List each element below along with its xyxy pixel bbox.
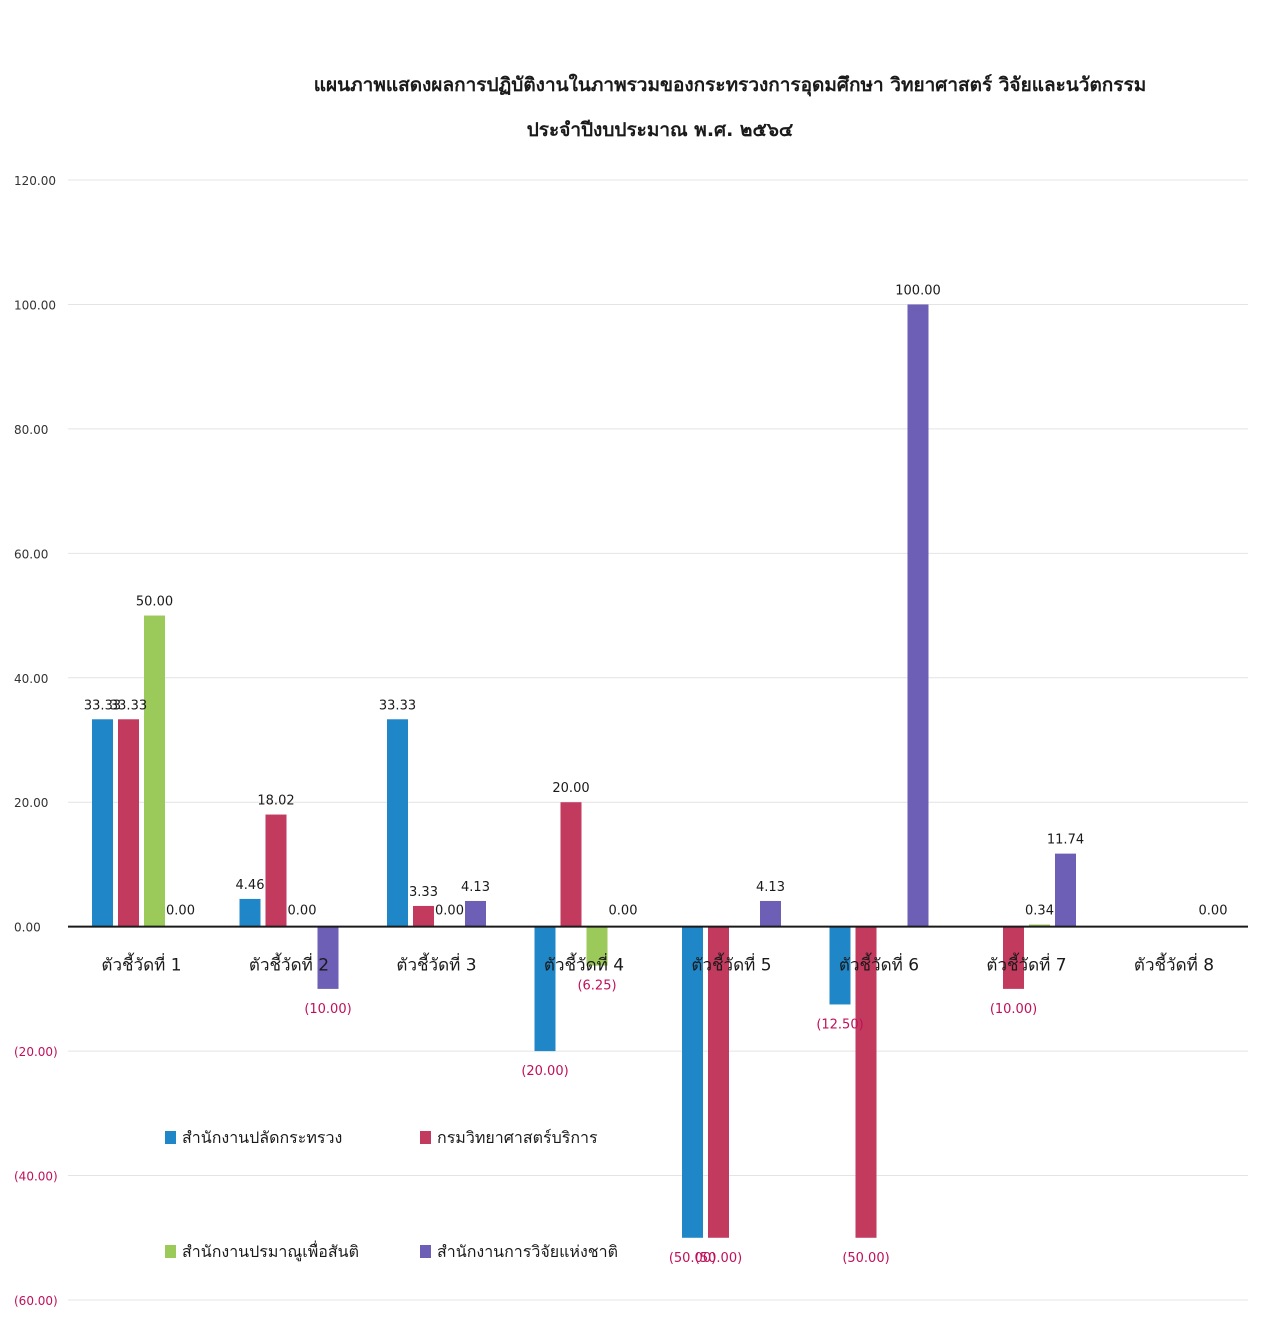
data-label: (50.00) [842,1251,889,1266]
data-label: 4.46 [236,878,265,893]
data-label: 33.33 [84,698,121,713]
bar [92,719,113,927]
y-tick-label: 120.00 [14,174,56,188]
data-label: 11.74 [1047,833,1084,848]
category-label: ตัวชี้วัดที่ 1 [101,953,181,976]
y-tick-label: 40.00 [14,672,48,686]
y-tick-label: 0.00 [14,921,41,935]
bar [317,926,339,989]
category-label: ตัวชี้วัดที่ 5 [691,953,771,976]
data-label: 20.00 [552,781,589,796]
y-tick-label: 20.00 [14,796,48,810]
y-tick-label: (20.00) [14,1045,58,1059]
category-label: ตัวชี้วัดที่ 2 [249,953,329,976]
category-label: ตัวชี้วัดที่ 7 [986,953,1066,976]
bar [1029,924,1050,927]
legend-swatch [420,1131,431,1144]
category-label: ตัวชี้วัดที่ 6 [839,953,919,976]
data-label: 0.00 [288,904,317,919]
data-label: 0.00 [1199,904,1228,919]
category-label: ตัวชี้วัดที่ 8 [1134,953,1214,976]
bar [829,926,851,1005]
y-tick-label: (40.00) [14,1170,58,1184]
data-label: 100.00 [895,283,941,298]
data-label: 4.13 [461,880,490,895]
data-label: 3.33 [409,885,438,900]
bar [760,900,781,927]
data-label: 0.00 [435,904,464,919]
y-tick-label: 100.00 [14,298,56,312]
bar [118,719,139,927]
legend-label: สำนักงานปลัดกระทรวง [182,1128,342,1147]
bar [265,814,287,927]
bar [708,926,729,1238]
category-label: ตัวชี้วัดที่ 3 [396,953,476,976]
data-label: (10.00) [990,1002,1037,1017]
data-label: (12.50) [816,1017,863,1032]
bar [1055,853,1076,927]
data-label: 50.00 [136,595,173,610]
data-label: (6.25) [577,979,616,994]
data-label: (20.00) [521,1064,568,1079]
bar [682,926,703,1238]
bar [144,615,165,927]
data-label: 33.33 [379,698,416,713]
legend-label: สำนักงานการวิจัยแห่งชาติ [437,1242,618,1261]
bar [586,926,608,966]
data-label: 0.00 [609,904,638,919]
chart-subtitle: ประจำปีงบประมาณ พ.ศ. ๒๕๖๔ [526,119,794,141]
y-tick-label: (60.00) [14,1294,58,1308]
data-label: 0.34 [1025,904,1054,919]
bar [387,719,408,927]
bar [534,926,556,1052]
data-label: (50.00) [695,1251,742,1266]
chart-title: แผนภาพแสดงผลการปฏิบัติงานในภาพรวมของกระท… [313,74,1147,96]
data-label: 0.00 [166,904,195,919]
data-label: 18.02 [257,794,294,809]
legend-swatch [165,1245,176,1258]
bar [239,898,261,927]
legend-label: สำนักงานปรมาณูเพื่อสันติ [182,1240,359,1262]
data-label: (10.00) [304,1002,351,1017]
category-label: ตัวชี้วัดที่ 4 [544,953,624,976]
bar [465,900,486,927]
data-label: 4.13 [756,880,785,895]
data-label: (50.00) [669,1251,716,1266]
bar [560,802,582,927]
bar [413,905,434,927]
bar [907,304,929,927]
bar [1003,926,1024,989]
y-tick-label: 60.00 [14,547,48,561]
legend-label: กรมวิทยาศาสตร์บริการ [437,1128,598,1147]
bar [855,926,877,1238]
y-tick-label: 80.00 [14,423,48,437]
data-label: 33.33 [110,698,147,713]
legend-swatch [165,1131,176,1144]
legend-swatch [420,1245,431,1258]
